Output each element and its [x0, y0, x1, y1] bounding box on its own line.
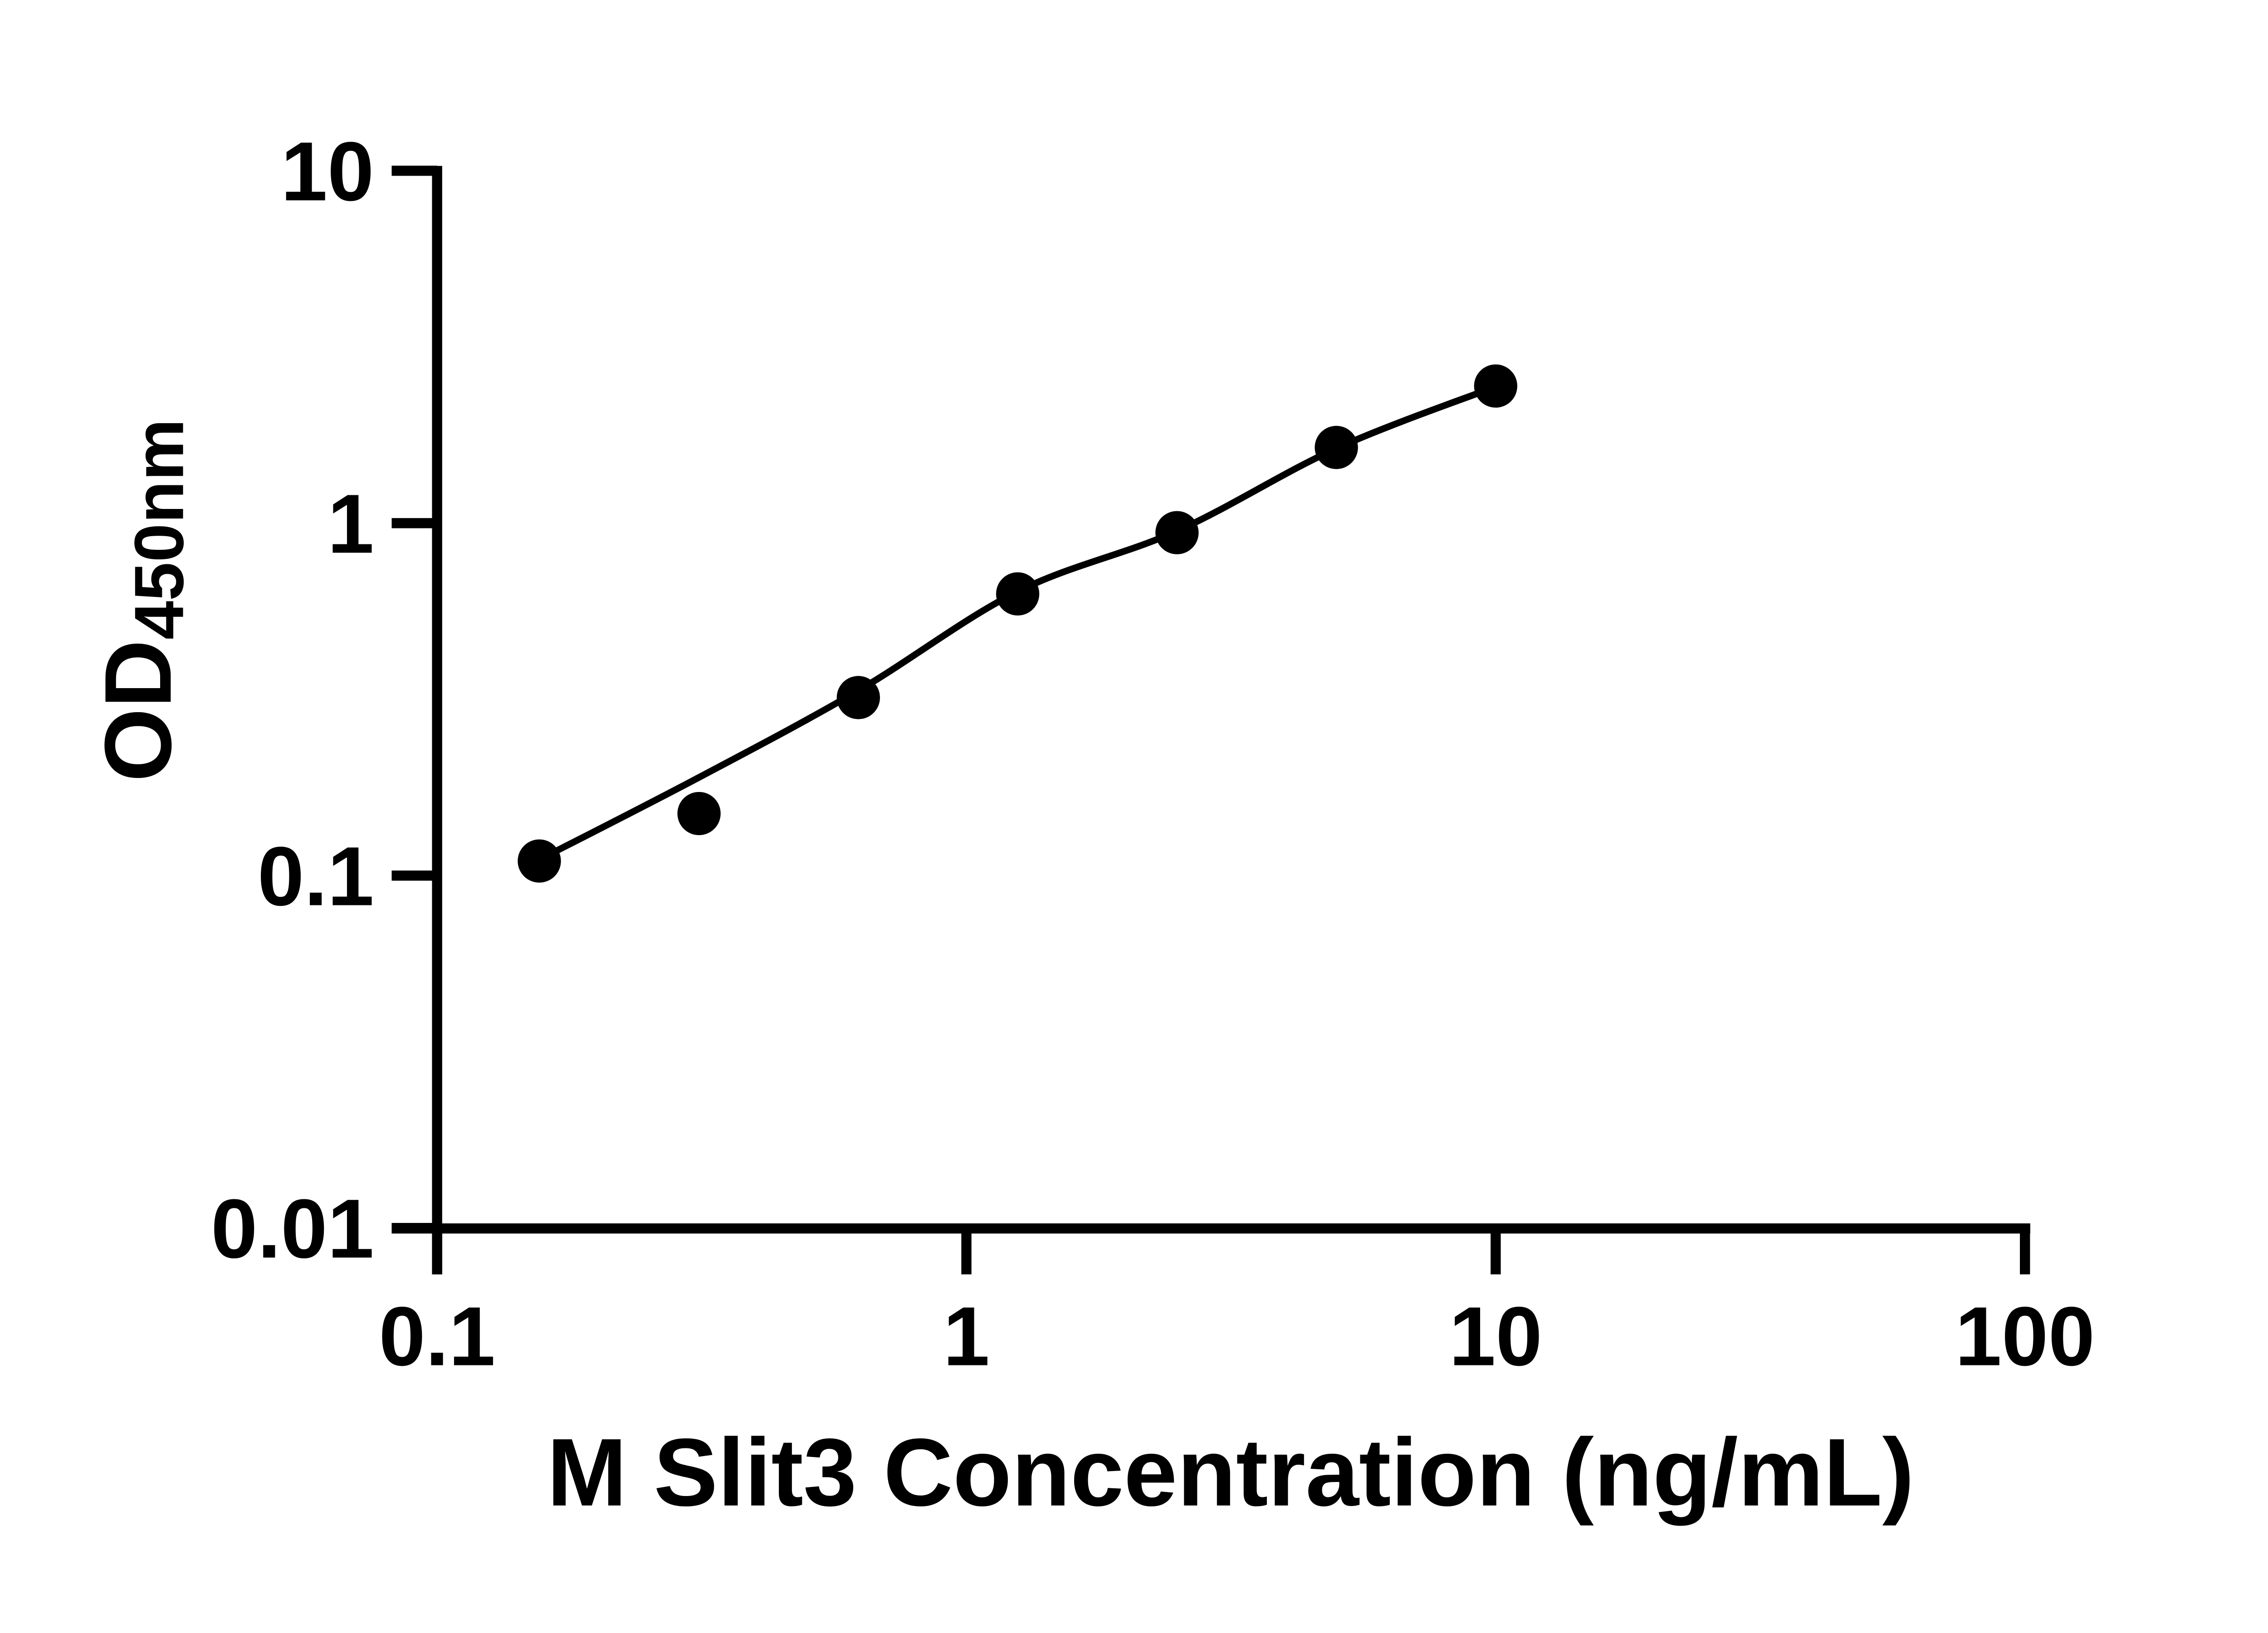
data-point-x0.3125: [677, 792, 721, 836]
data-point-x5: [1315, 425, 1358, 469]
y-tick-label-0.01: 0.01: [211, 1182, 374, 1276]
axis-ticks: [391, 166, 2030, 1275]
y-axis-title-subscript: 450nm: [120, 419, 198, 640]
y-tick-label-1: 1: [327, 478, 374, 571]
y-tick-label-10: 10: [281, 125, 374, 219]
x-tick-label-100: 100: [1955, 1290, 2095, 1384]
y-axis-title-base: OD: [85, 640, 191, 782]
data-point-x0.156: [518, 839, 561, 883]
x-tick-label-10: 10: [1449, 1290, 1543, 1384]
x-tick-label-0.1: 0.1: [379, 1290, 495, 1384]
x-tick-label-1: 1: [943, 1290, 990, 1384]
data-point-x1.25: [996, 572, 1040, 616]
y-tick-label-0.1: 0.1: [258, 830, 374, 923]
axes: [391, 166, 2030, 1275]
data-point-x2.5: [1155, 511, 1199, 554]
x-axis-title: M Slit3 Concentration (ng/mL): [547, 1418, 1915, 1526]
data-point-x0.625: [836, 676, 880, 719]
data-points: [518, 364, 1518, 883]
chart-background: [0, 22, 2268, 1611]
data-point-x10: [1474, 364, 1518, 408]
y-axis-title: OD450nm: [85, 419, 198, 782]
